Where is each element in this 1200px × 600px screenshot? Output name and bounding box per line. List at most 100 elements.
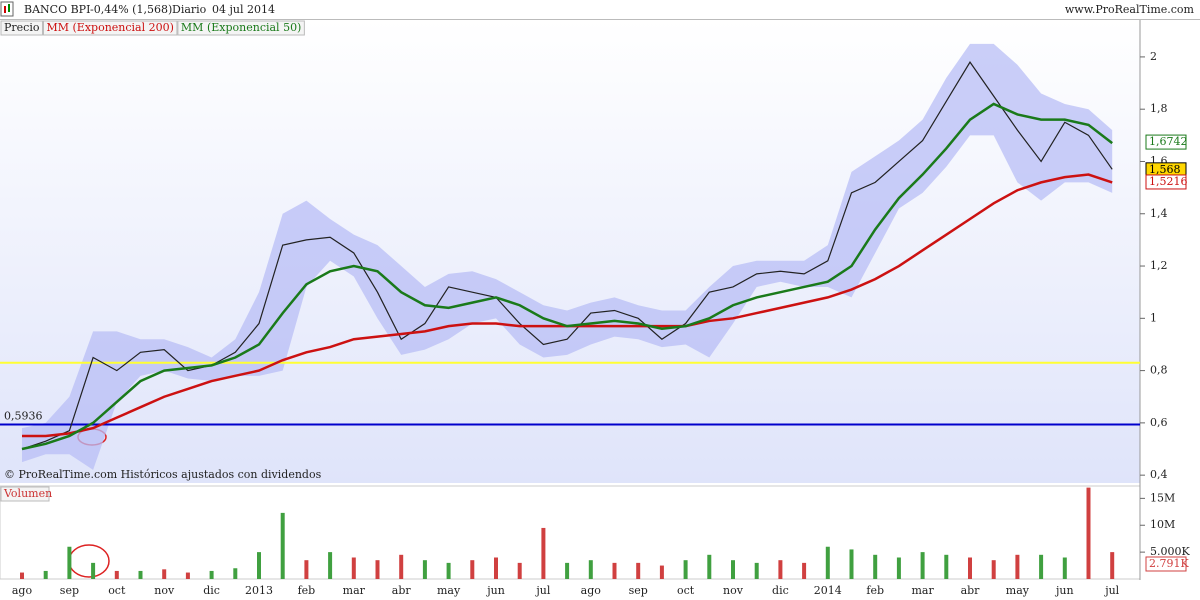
x-tick-label: ago — [12, 584, 33, 597]
x-tick-label: abr — [961, 584, 981, 597]
x-tick-label: nov — [154, 584, 175, 597]
volume-bar — [731, 560, 735, 579]
x-tick-label: 2014 — [814, 584, 842, 597]
last-value-label: 2.791K — [1149, 557, 1189, 570]
y-tick-label: 1,4 — [1150, 207, 1168, 220]
volume-bar — [825, 546, 830, 579]
last-value-label: 1,6742 — [1149, 135, 1188, 148]
last-value-label: 1,5216 — [1149, 175, 1188, 188]
x-tick-label: sep — [60, 584, 79, 597]
volume-bar — [944, 554, 949, 579]
volume-bar — [422, 560, 427, 579]
x-tick-label: mar — [911, 584, 934, 597]
legend-entry: Precio — [4, 21, 40, 34]
volume-bar — [968, 557, 972, 579]
volume-bar — [233, 568, 238, 579]
legend-entry: MM (Exponencial 50) — [181, 21, 301, 34]
volume-bar — [849, 549, 854, 579]
volume-bar — [541, 527, 546, 579]
x-tick-label: jun — [1054, 584, 1074, 597]
last-value-box — [1145, 174, 1187, 190]
volume-bar — [873, 554, 878, 579]
x-tick-label: sep — [629, 584, 648, 597]
volume-bar — [20, 572, 24, 579]
y-tick-label: 5.000K — [1150, 545, 1190, 558]
volume-bar — [1086, 487, 1091, 579]
volume-bar — [162, 569, 167, 579]
volume-bar — [612, 562, 617, 579]
header-date: 04 jul 2014 — [212, 3, 275, 16]
x-tick-label: dic — [772, 584, 789, 597]
x-tick-label: jul — [534, 584, 550, 597]
volume-bar — [565, 562, 570, 579]
y-tick-label: 0,6 — [1150, 416, 1168, 429]
x-tick-label: may — [1006, 584, 1030, 597]
volume-bar — [517, 562, 522, 579]
volume-bar — [1039, 554, 1044, 579]
last-value-box — [1145, 134, 1187, 150]
last-value-label: 1,568 — [1149, 163, 1181, 176]
horizontal-line-label: 0,5936 — [4, 410, 43, 423]
volume-bar — [375, 560, 380, 579]
volume-bar — [138, 570, 143, 579]
volume-bar — [802, 562, 807, 579]
volume-bar — [1110, 552, 1115, 579]
volume-panel — [0, 485, 1141, 580]
volume-bar — [896, 557, 901, 579]
volume-bar — [446, 562, 451, 579]
y-tick-label: 1,8 — [1150, 102, 1168, 115]
volume-bar — [43, 570, 48, 579]
volume-bar — [588, 560, 593, 579]
x-tick-label: mar — [343, 584, 366, 597]
x-tick-label: dic — [203, 584, 220, 597]
x-tick-label: ago — [581, 584, 602, 597]
volume-bar — [304, 560, 309, 579]
volume-bar — [707, 554, 712, 579]
logo-candle — [4, 6, 6, 13]
last-value-box — [1145, 556, 1187, 572]
volume-bar — [209, 570, 214, 579]
volume-bar — [754, 562, 759, 579]
volume-bar — [67, 546, 72, 579]
legend-box — [177, 20, 305, 36]
volume-bar — [185, 572, 190, 579]
legend-box — [0, 20, 43, 36]
volume-bar — [280, 512, 285, 579]
volume-bar — [399, 554, 404, 579]
y-tick-label: 10M — [1150, 518, 1175, 531]
x-tick-label: may — [437, 584, 461, 597]
x-tick-label: nov — [723, 584, 744, 597]
x-tick-label: oct — [108, 584, 126, 597]
x-tick-label: 2013 — [245, 584, 273, 597]
volume-bar — [257, 552, 261, 579]
header-source: www.ProRealTime.com — [1065, 3, 1195, 16]
series-line — [21, 102, 1113, 451]
volume-title: Volumen — [3, 487, 52, 500]
y-tick-label: 1,2 — [1150, 259, 1168, 272]
volume-bar — [328, 552, 333, 579]
x-tick-label: oct — [677, 584, 695, 597]
volume-bar — [91, 562, 96, 579]
y-tick-label: 15M — [1150, 491, 1175, 504]
volume-bar — [1015, 554, 1020, 579]
header-title: BANCO BPI — [24, 3, 90, 16]
header-change: -0,44% (1,568) — [90, 3, 172, 16]
volume-bar — [920, 552, 925, 579]
volume-bar — [494, 557, 498, 579]
logo-candle — [8, 4, 10, 12]
volume-bar — [1062, 557, 1067, 579]
volume-bar — [991, 560, 996, 579]
volume-bar — [114, 570, 119, 579]
y-tick-label: 2 — [1150, 50, 1157, 63]
x-tick-label: jun — [485, 584, 505, 597]
y-tick-label: 1 — [1150, 311, 1157, 324]
x-tick-label: jul — [1103, 584, 1119, 597]
volume-title-box — [0, 486, 50, 502]
header-period: Diario — [172, 3, 207, 16]
volume-bar — [659, 565, 664, 579]
volume-bar — [683, 560, 688, 579]
bollinger-band — [22, 43, 1113, 470]
x-tick-label: feb — [866, 584, 884, 597]
x-tick-label: abr — [392, 584, 412, 597]
